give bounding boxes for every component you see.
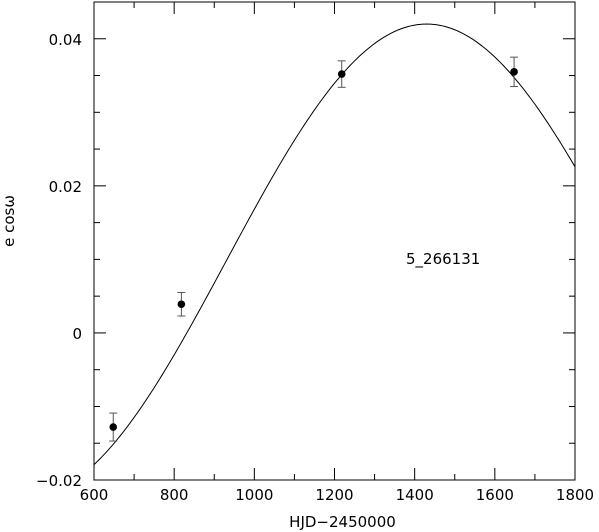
x-tick-label: 1000: [235, 486, 273, 504]
data-marker: [177, 300, 186, 309]
star-id-annotation: 5_266131: [406, 250, 480, 269]
x-axis-title: HJD−2450000: [289, 513, 396, 531]
data-marker: [337, 70, 346, 78]
data-marker: [510, 68, 518, 76]
plot-frame: [93, 1, 576, 481]
x-tick-label: 600: [80, 486, 109, 504]
data-point: [109, 412, 118, 442]
y-tick-label: 0: [72, 325, 82, 343]
data-point: [337, 60, 346, 88]
y-axis-title: e cosω: [0, 195, 18, 247]
x-tick-label: 1200: [315, 486, 353, 504]
x-tick-label: 1400: [396, 486, 434, 504]
y-tick-label: −0.02: [36, 472, 82, 490]
data-point: [177, 291, 186, 317]
data-point: [510, 56, 519, 88]
data-marker: [109, 423, 118, 431]
y-tick-label: 0.02: [49, 178, 82, 196]
data-points: [109, 56, 519, 442]
axis-ticks: [93, 1, 576, 481]
x-tick-label: 1600: [476, 486, 514, 504]
x-tick-label: 1800: [556, 486, 594, 504]
y-tick-label: 0.04: [49, 31, 82, 49]
fit-curve: [93, 23, 576, 466]
tick-labels: 600 800 1000 1200 1400 1600 1800 −0.02 0 0.02 0.04: [36, 31, 594, 504]
x-tick-label: 800: [160, 486, 189, 504]
